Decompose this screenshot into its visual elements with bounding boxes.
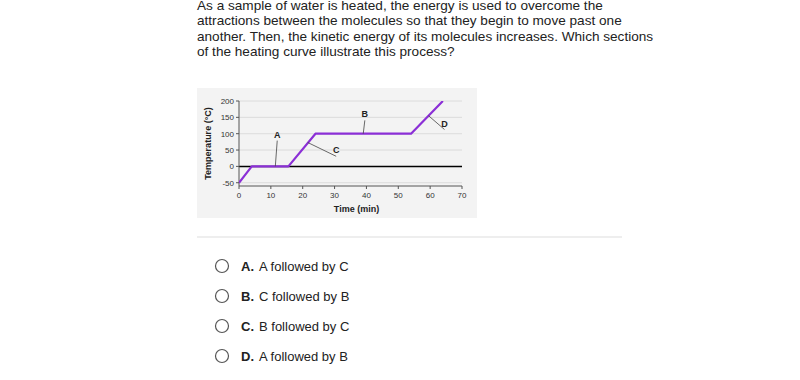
x-tick [334,186,335,189]
x-tick-label: 60 [426,191,435,200]
grid-line [239,101,462,102]
radio-button[interactable] [216,260,229,273]
annotation-label: D [441,119,448,129]
x-tick [430,186,431,189]
option-text: B followed by C [259,319,349,334]
annotation-leader [275,141,277,167]
option-text: A followed by B [259,349,348,364]
annotation-label: A [274,130,281,140]
y-tick [236,101,239,102]
option-letter: D. [241,349,254,364]
option-text: A followed by C [259,259,349,274]
y-tick-label: 200 [221,97,235,106]
background [0,0,800,380]
annotation-leader [363,120,365,133]
x-tick-label: 10 [266,191,275,200]
y-axis-label: Temperature (°C) [203,107,213,179]
grid-line [239,150,462,151]
question-text: another. Then, the kinetic energy of its… [197,29,653,44]
heating-curve [239,101,443,183]
x-tick-label: 30 [330,191,339,200]
option[interactable]: A. A followed by C [241,259,349,274]
option-text: C followed by B [259,289,349,304]
x-tick-label: 70 [458,191,467,200]
annotation-label: B [362,109,369,119]
option[interactable]: C. B followed by C [241,319,349,334]
radio-button[interactable] [216,290,229,303]
y-tick [236,117,239,118]
annotation-label: C [333,145,340,155]
option-letter: C. [241,319,254,334]
y-tick-label: 100 [221,130,235,139]
question-text: As a sample of water is heated, the ener… [197,0,603,13]
y-tick [236,166,239,167]
x-tick [239,186,240,189]
y-tick-label: -50 [222,179,234,188]
y-tick-label: 150 [221,113,235,122]
x-tick [366,186,367,189]
x-tick [270,186,271,189]
question-text: attractions between the molecules so tha… [197,13,622,28]
page: As a sample of water is heated, the ener… [0,0,800,380]
y-tick-label: 50 [225,146,234,155]
option[interactable]: B. C followed by B [241,289,349,304]
x-tick [462,186,463,189]
option-letter: A. [241,259,254,274]
y-tick [236,150,239,151]
grid-line [239,182,462,183]
chart-background [197,88,477,218]
x-tick [398,186,399,189]
y-tick-label: 0 [230,162,235,171]
y-tick [236,133,239,134]
radio-button[interactable] [216,350,229,363]
x-tick-label: 20 [298,191,307,200]
option-letter: B. [241,289,254,304]
y-tick [236,182,239,183]
option[interactable]: D. A followed by B [241,349,348,364]
x-axis [239,186,462,187]
separator [197,237,622,238]
y-axis [239,101,240,186]
plot-area [239,101,443,183]
question-text: of the heating curve illustrate this pro… [197,44,455,59]
annotation-leader [308,143,336,157]
x-tick-label: 50 [394,191,403,200]
x-axis-label: Time (min) [334,204,379,214]
x-tick [302,186,303,189]
radio-button[interactable] [216,320,229,333]
x-tick-label: 0 [237,191,242,200]
x-tick-label: 40 [362,191,371,200]
